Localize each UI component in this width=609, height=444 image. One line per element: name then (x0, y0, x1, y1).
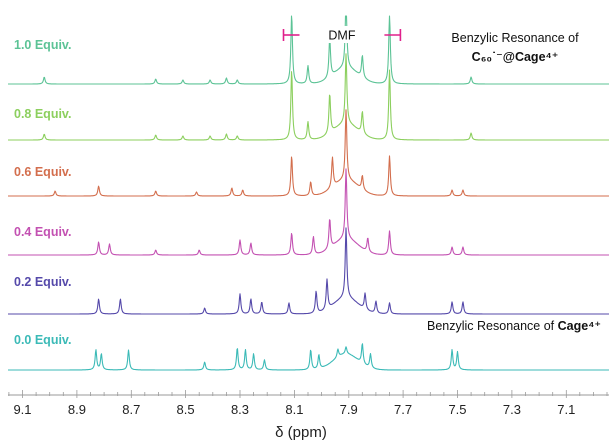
dmf-label: DMF (328, 29, 355, 43)
x-tick-label: 7.7 (394, 402, 412, 417)
spectrum-line (7, 53, 609, 141)
x-tick-label: 7.5 (448, 402, 466, 417)
series-label: 0.2 Equiv. (14, 275, 71, 289)
spectrum-00 (7, 343, 609, 371)
x-tick-label: 8.5 (177, 402, 195, 417)
spectrum-02 (7, 227, 609, 315)
spectrum-line (7, 343, 609, 371)
annotation-bold: Cage⁴⁺ (558, 319, 601, 333)
x-axis: 9.18.98.78.58.38.17.97.77.57.37.16.96.76… (8, 390, 609, 441)
x-tick-label: 7.1 (557, 402, 575, 417)
series-label: 0.4 Equiv. (14, 225, 71, 239)
annotation-prefix: Benzylic Resonance of (427, 319, 558, 333)
x-tick-label: 9.1 (13, 402, 31, 417)
series-labels: 1.0 Equiv. 0.8 Equiv. 0.6 Equiv. 0.4 Equiv.… (14, 38, 71, 347)
series-label: 1.0 Equiv. (14, 38, 71, 52)
dmf-label-bg (322, 26, 361, 43)
x-tick-label: 8.7 (122, 402, 140, 417)
spectrum-line (7, 227, 609, 315)
x-tick-label: 8.1 (285, 402, 303, 417)
annotations: Benzylic Resonance of C₆₀˙⁻@Cage⁴⁺ Benzyli… (427, 31, 601, 333)
x-tick-label: 7.3 (503, 402, 521, 417)
spectrum-line (7, 15, 609, 85)
spectrum-08 (7, 53, 609, 141)
series-label: 0.8 Equiv. (14, 107, 71, 121)
series-label: 0.6 Equiv. (14, 165, 71, 179)
x-tick-label: 8.9 (68, 402, 86, 417)
x-tick-label: 7.9 (340, 402, 358, 417)
spectrum-10 (7, 15, 609, 85)
dmf-marker: DMF (282, 26, 402, 43)
x-tick-label: 8.3 (231, 402, 249, 417)
spectrum-06 (7, 109, 609, 197)
annotation-benzylic-cage: Benzylic Resonance of Cage⁴⁺ (427, 319, 601, 333)
annotation-benzylic-c60: Benzylic Resonance of (451, 31, 579, 45)
series-label: 0.0 Equiv. (14, 333, 71, 347)
spectrum-line (7, 168, 609, 256)
annotation-c60-cage: C₆₀˙⁻@Cage⁴⁺ (472, 50, 559, 64)
spectrum-line (7, 109, 609, 197)
x-axis-title: δ (ppm) (275, 424, 327, 441)
spectra-group (7, 15, 609, 371)
spectrum-04 (7, 168, 609, 256)
